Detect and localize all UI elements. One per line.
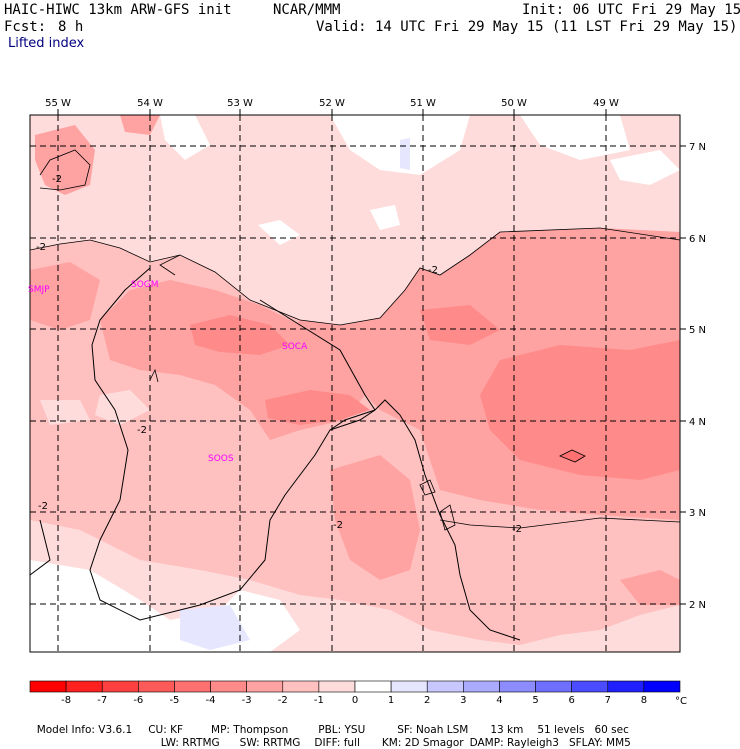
colorbar-swatch xyxy=(426,680,464,693)
footer-line2: LW: RRTMG SW: RRTMG DIFF: full KM: 2D Smago… xyxy=(154,725,631,749)
colorbar-tick-label: 5 xyxy=(532,695,538,706)
lon-label: 49 W xyxy=(593,98,619,109)
lon-label: 54 W xyxy=(137,98,163,109)
axis-ticks xyxy=(57,109,686,605)
colorbar-swatch xyxy=(354,680,392,693)
contour-label: -2 xyxy=(512,524,522,535)
station-soos: SOOS xyxy=(208,454,234,464)
lon-label: 55 W xyxy=(45,98,71,109)
footer-item: MP: Thompson xyxy=(211,724,289,736)
colorbar-tick-label: -4 xyxy=(206,695,216,706)
org-label: NCAR/MMM xyxy=(273,2,341,18)
fcst-value: 8 h xyxy=(58,19,84,35)
colorbar-tick-label: -2 xyxy=(278,695,288,706)
colorbar-tick-label: 8 xyxy=(641,695,647,706)
footer-line1: Model Info: V3.6.1 CU: KF MP: Thompson PBL:… xyxy=(30,712,629,736)
colorbar-swatch xyxy=(390,680,428,693)
footer-item: PBL: YSU xyxy=(318,724,366,736)
lat-label: 7 N xyxy=(689,142,706,153)
footer-item: SW: RRTMG xyxy=(239,737,301,749)
map-frame xyxy=(29,114,681,653)
contour-lines xyxy=(30,149,680,531)
colorbar-swatch xyxy=(282,680,320,693)
colorbar: -8 -7 -6 -5 -4 -3 -2 -1 0 1 2 3 4 5 6 7 8 xyxy=(29,680,681,706)
contour-label: -2 xyxy=(137,425,147,436)
colorbar-swatch xyxy=(246,680,284,693)
colorbar-swatch xyxy=(318,680,356,693)
colorbar-swatch xyxy=(463,680,500,693)
footer-item: KM: 2D Smagor xyxy=(381,737,464,749)
contour-label: -2 xyxy=(333,520,343,531)
colorbar-tick-label: 4 xyxy=(496,695,502,706)
colorbar-tick-label: -5 xyxy=(169,695,179,706)
lat-label: 4 N xyxy=(689,417,706,428)
colorbar-tick-label: 7 xyxy=(605,695,611,706)
footer-item: LW: RRTMG xyxy=(160,737,220,749)
footer-item: DAMP: Rayleigh3 xyxy=(469,737,559,749)
contour-label: -2 xyxy=(36,242,46,253)
footer-item: 13 km xyxy=(490,724,524,736)
colorbar-swatch xyxy=(499,680,536,693)
contour-label: -2 xyxy=(38,501,48,512)
footer-item: DIFF: full xyxy=(314,737,360,749)
contour-label: -2 xyxy=(52,174,62,185)
footer-item: 60 sec xyxy=(594,724,629,736)
footer-item: 51 levels xyxy=(537,724,585,736)
lifted-index-field xyxy=(30,115,680,652)
colorbar-swatch xyxy=(535,680,572,693)
colorbar-tick-label: -3 xyxy=(242,695,252,706)
footer-item: Model Info: V3.6.1 xyxy=(36,724,133,736)
colorbar-swatch xyxy=(607,680,645,693)
station-soca: SOCA xyxy=(282,342,308,352)
colorbar-tick-label: -8 xyxy=(61,695,71,706)
colorbar-tick-label: -7 xyxy=(97,695,107,706)
colorbar-tick-label: 3 xyxy=(460,695,466,706)
colorbar-swatch xyxy=(65,680,103,693)
footer-item: SF: Noah LSM xyxy=(397,724,469,736)
colorbar-swatch xyxy=(101,680,139,693)
footer-item: SFLAY: MM5 xyxy=(568,737,631,749)
contour-labels: -2 -2 -2 -2 -2 -2 -2 xyxy=(36,174,522,535)
model-title: HAIC-HIWC 13km ARW-GFS init xyxy=(4,2,232,18)
lon-label: 53 W xyxy=(227,98,253,109)
colorbar-tick-label: -6 xyxy=(133,695,143,706)
colorbar-tick-label: 6 xyxy=(568,695,574,706)
colorbar-tick-label: -1 xyxy=(314,695,324,706)
colorbar-swatch xyxy=(571,680,609,693)
station-smjp: SMJP xyxy=(28,285,50,295)
fcst-label: Fcst: xyxy=(4,19,47,35)
lat-label: 5 N xyxy=(689,325,706,336)
colorbar-unit: °C xyxy=(675,696,687,707)
lat-label: 3 N xyxy=(689,508,706,519)
valid-time: Valid: 14 UTC Fri 29 May 15 (11 LST Fri … xyxy=(316,19,738,35)
colorbar-tick-label: 0 xyxy=(352,695,358,706)
lon-label: 50 W xyxy=(501,98,527,109)
footer-item: CU: KF xyxy=(148,724,184,736)
contour-label: -2 xyxy=(428,265,438,276)
colorbar-swatch xyxy=(29,680,67,693)
colorbar-swatch xyxy=(643,680,681,693)
init-time: Init: 06 UTC Fri 29 May 15 xyxy=(522,2,740,18)
colorbar-swatch xyxy=(174,680,211,693)
station-sogm: SOGM xyxy=(131,280,159,290)
field-name: Lifted index xyxy=(8,36,85,51)
colorbar-swatch xyxy=(138,680,175,693)
lat-label: 2 N xyxy=(689,600,706,611)
lat-lon-grid xyxy=(30,115,680,652)
colorbar-tick-label: 1 xyxy=(388,695,394,706)
lon-label: 51 W xyxy=(410,98,436,109)
lat-label: 6 N xyxy=(689,234,706,245)
colorbar-tick-label: 2 xyxy=(424,695,430,706)
colorbar-swatch xyxy=(210,680,247,693)
country-borders xyxy=(30,267,521,641)
lon-label: 52 W xyxy=(319,98,345,109)
